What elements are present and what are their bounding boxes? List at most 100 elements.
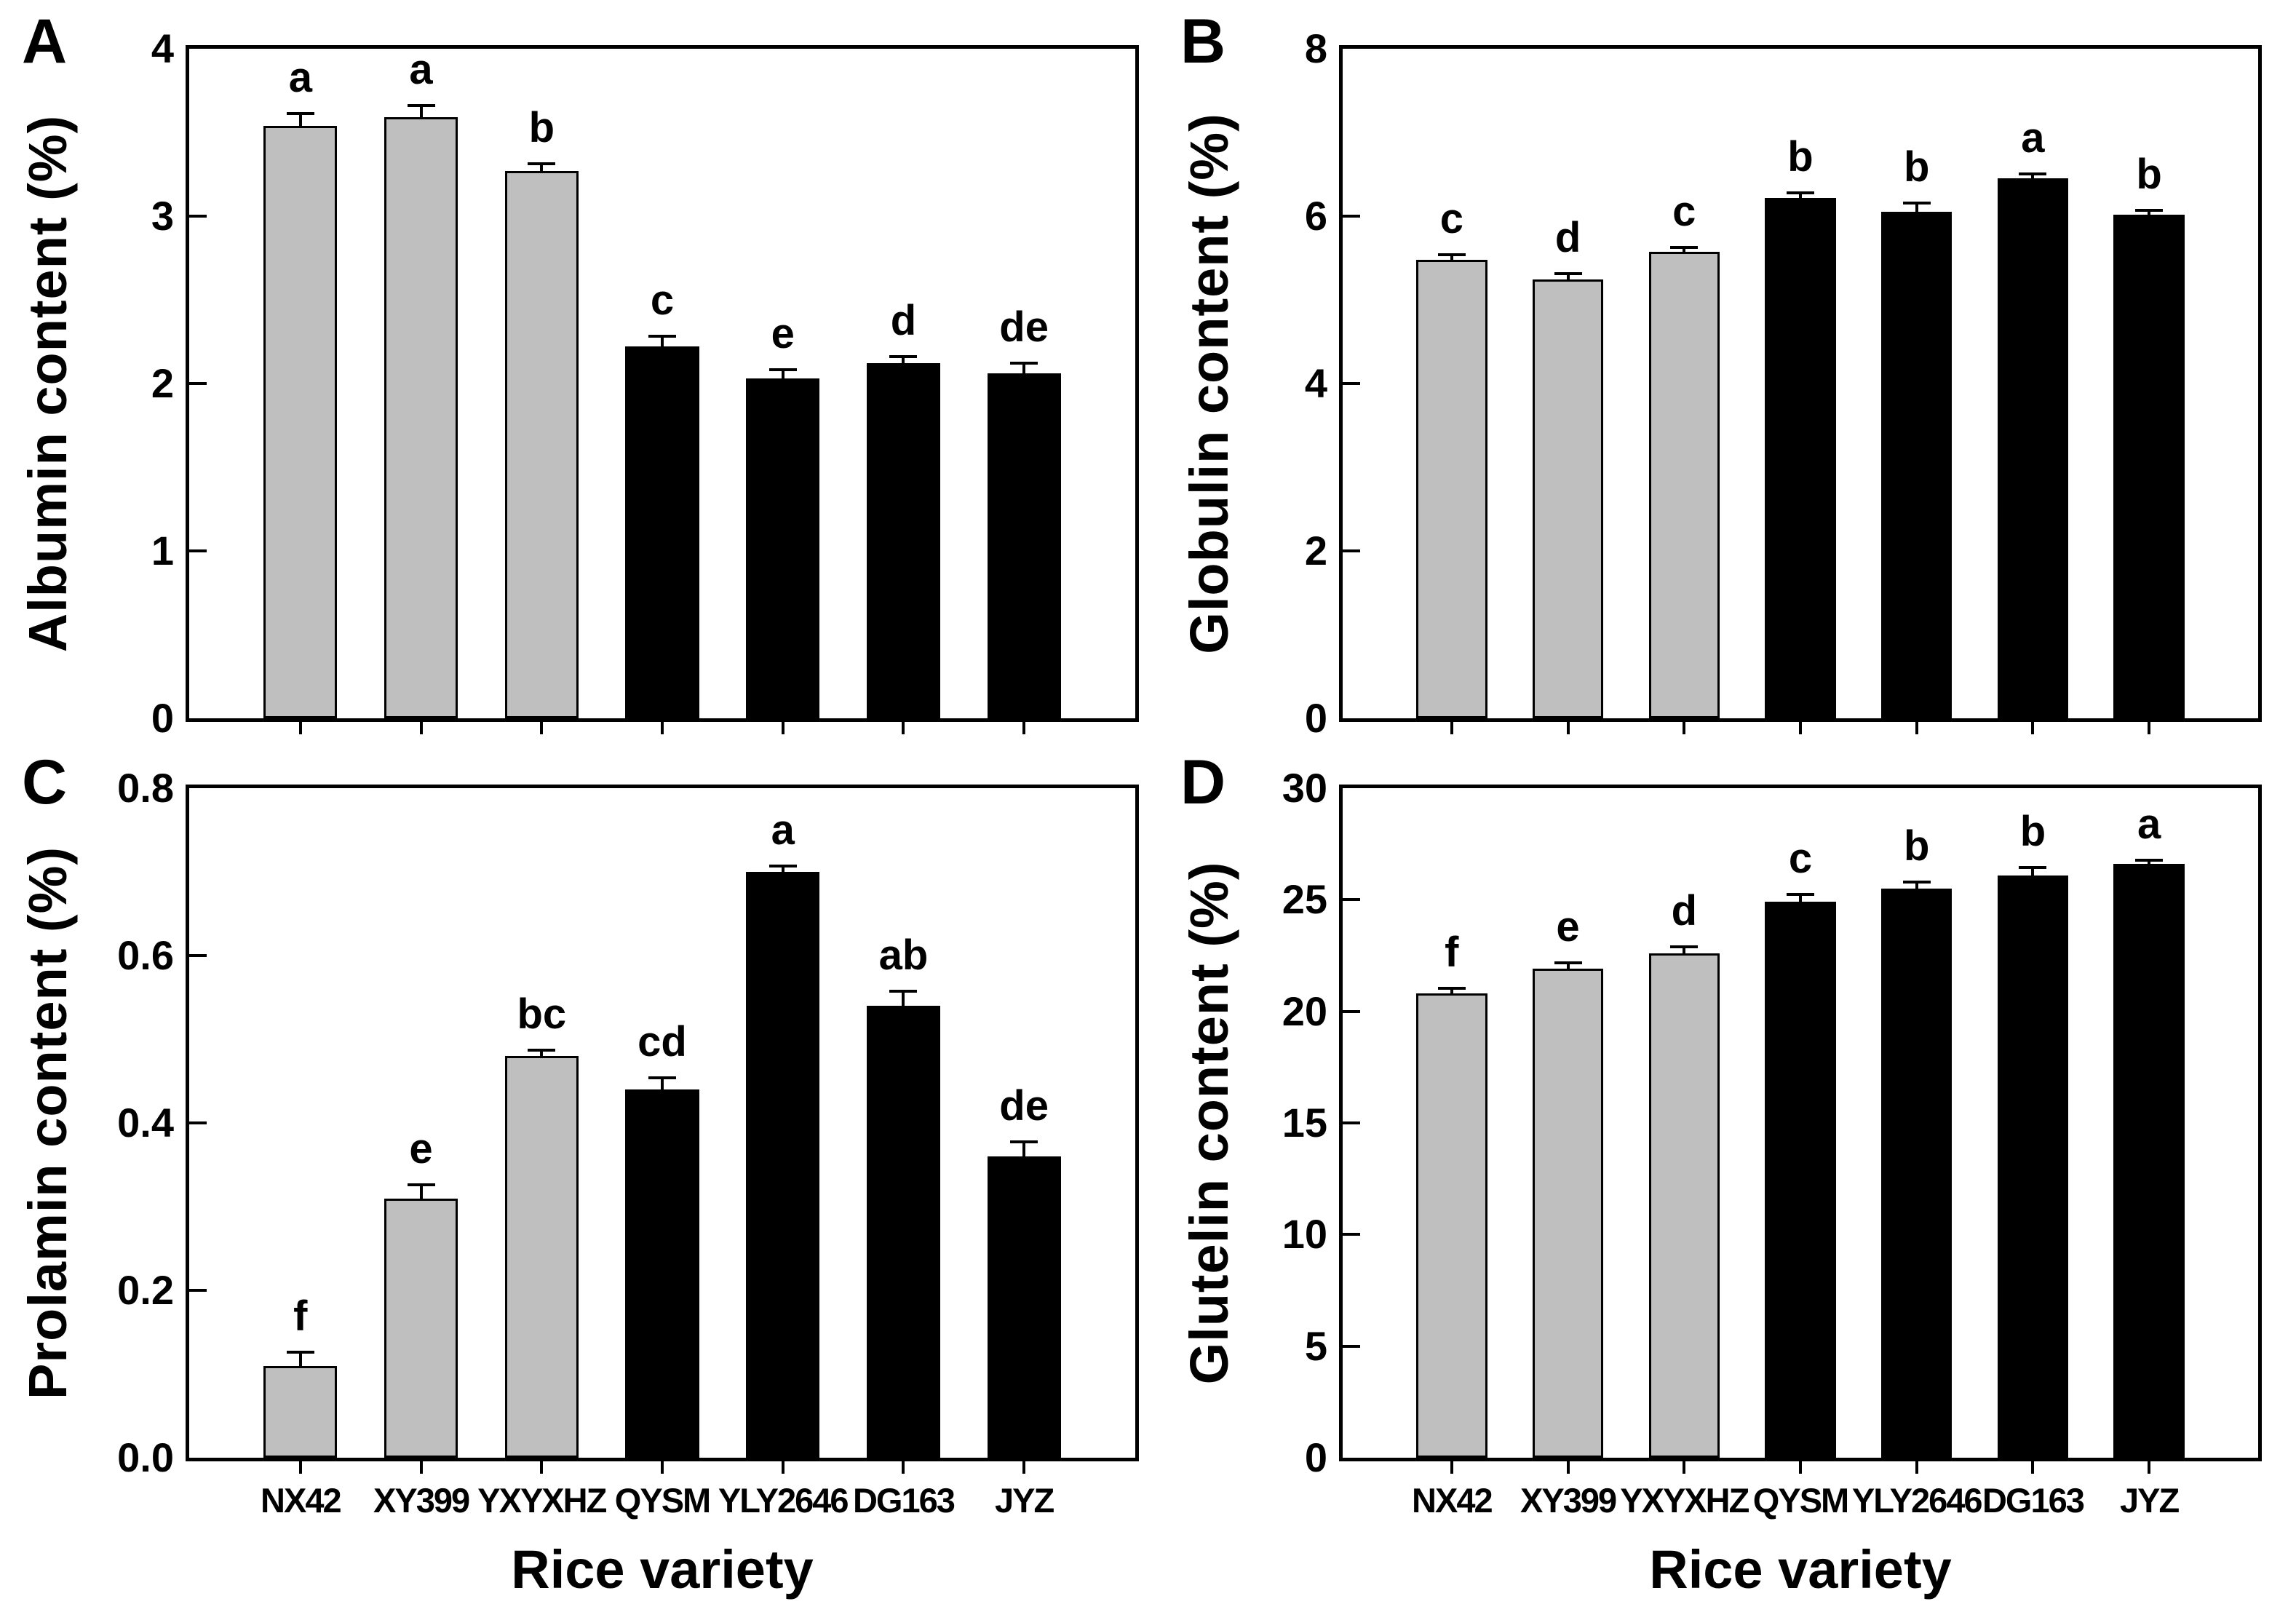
significance-letter: e <box>1556 902 1580 950</box>
x-tick-label-jyz: JYZ <box>2120 1481 2180 1520</box>
error-bar-cap <box>768 368 797 372</box>
x-tick-label-xy399: XY399 <box>373 1481 470 1520</box>
error-bar <box>1450 253 1453 261</box>
error-bar-cap <box>407 1183 435 1186</box>
x-tick-label-nx42: NX42 <box>1412 1481 1493 1520</box>
x-tick-label-qysm: QYSM <box>1752 1481 1849 1520</box>
bar-xy399 <box>1532 969 1604 1458</box>
error-bar <box>298 1350 302 1367</box>
y-tick-mark <box>1343 549 1360 552</box>
panel-letter-a: A <box>22 7 68 76</box>
x-tick-label-yxyxhz: YXYXHZ <box>477 1481 607 1520</box>
panel-letter-c: C <box>22 747 68 817</box>
x-axis-title-c: Rice variety <box>511 1539 814 1600</box>
x-tick-label-yly2646: YLY2646 <box>718 1481 849 1520</box>
x-tick-label-yly2646: YLY2646 <box>1851 1481 1983 1520</box>
y-tick-label: 0 <box>1304 695 1327 741</box>
y-tick-mark <box>189 382 207 385</box>
significance-letter: a <box>2021 114 2045 162</box>
error-bar-cap <box>286 1350 314 1354</box>
x-tick-mark <box>1022 722 1026 734</box>
x-tick-mark <box>298 1461 302 1474</box>
significance-letter: bc <box>517 990 567 1038</box>
significance-letter: d <box>1554 214 1581 262</box>
error-bar-cap <box>889 354 918 358</box>
bar-yxyxhz <box>1648 252 1720 718</box>
bar-xy399 <box>1532 279 1604 718</box>
error-bar-cap <box>768 864 797 867</box>
error-bar-cap <box>1902 881 1931 884</box>
error-bar <box>1566 272 1570 282</box>
y-tick-label: 4 <box>151 25 174 71</box>
error-bar <box>419 103 423 119</box>
panel-letter-d: D <box>1180 747 1226 817</box>
x-tick-mark <box>1022 1461 1026 1474</box>
error-bar <box>1915 881 1918 890</box>
x-tick-mark <box>540 722 544 734</box>
y-tick-mark <box>1343 1121 1360 1124</box>
y-tick-label: 5 <box>1304 1322 1327 1369</box>
error-bar-cap <box>1787 893 1814 897</box>
error-bar-cap <box>1010 362 1038 365</box>
y-tick-mark <box>1343 1009 1360 1013</box>
bar-xy399 <box>384 1198 458 1458</box>
significance-letter: a <box>409 45 433 93</box>
bar-nx42 <box>1416 259 1487 718</box>
x-tick-mark <box>781 722 784 734</box>
y-tick-label: 30 <box>1282 765 1327 811</box>
x-tick-mark <box>902 1461 905 1474</box>
x-tick-label-qysm: QYSM <box>614 1481 711 1520</box>
y-tick-mark <box>1343 1344 1360 1348</box>
error-bar-cap <box>1437 986 1466 990</box>
error-bar <box>540 162 544 172</box>
error-bar-cap <box>286 112 314 116</box>
significance-letter: d <box>1671 887 1697 935</box>
y-tick-label: 8 <box>1304 25 1327 71</box>
bar-jyz <box>2113 214 2185 718</box>
error-bar-cap <box>2019 866 2047 870</box>
y-tick-label: 2 <box>151 360 174 406</box>
bar-nx42 <box>263 1365 338 1458</box>
error-bar <box>540 1048 544 1057</box>
significance-letter: de <box>999 303 1049 352</box>
bar-dg163 <box>866 363 940 718</box>
error-bar <box>902 990 905 1007</box>
error-bar-cap <box>528 162 556 166</box>
x-tick-mark <box>781 1461 784 1474</box>
error-bar-cap <box>1554 272 1582 276</box>
x-tick-mark <box>1566 1461 1570 1474</box>
error-bar <box>902 354 905 365</box>
y-tick-mark <box>1343 898 1360 902</box>
significance-letter: a <box>771 806 795 854</box>
error-bar-cap <box>407 103 435 107</box>
significance-letter: f <box>1445 928 1459 976</box>
bar-yly2646 <box>1881 889 1953 1458</box>
x-tick-label-dg163: DG163 <box>1982 1481 2085 1520</box>
bar-yxyxhz <box>504 170 579 718</box>
significance-letter: ab <box>878 932 929 980</box>
significance-letter: e <box>771 310 795 358</box>
y-tick-mark <box>189 954 207 957</box>
x-tick-label-nx42: NX42 <box>261 1481 342 1520</box>
bar-dg163 <box>1997 875 2069 1458</box>
bar-qysm <box>1765 902 1836 1458</box>
error-bar <box>1799 191 1802 199</box>
error-bar-cap <box>2135 208 2164 212</box>
x-tick-mark <box>540 1461 544 1474</box>
error-bar <box>781 864 784 873</box>
bar-yxyxhz <box>504 1056 579 1458</box>
significance-letter: c <box>1672 188 1696 236</box>
error-bar-cap <box>2019 172 2047 176</box>
error-bar-cap <box>1010 1140 1038 1144</box>
x-tick-mark <box>661 1461 664 1474</box>
y-tick-label: 0.4 <box>117 1100 174 1145</box>
bar-xy399 <box>384 117 458 718</box>
significance-letter: f <box>293 1292 308 1340</box>
error-bar-cap <box>648 1076 676 1079</box>
y-tick-label: 25 <box>1282 876 1327 923</box>
error-bar-cap <box>889 990 918 993</box>
y-tick-mark <box>1343 1233 1360 1236</box>
y-tick-label: 0 <box>1304 1434 1327 1480</box>
x-tick-mark <box>2148 722 2151 734</box>
